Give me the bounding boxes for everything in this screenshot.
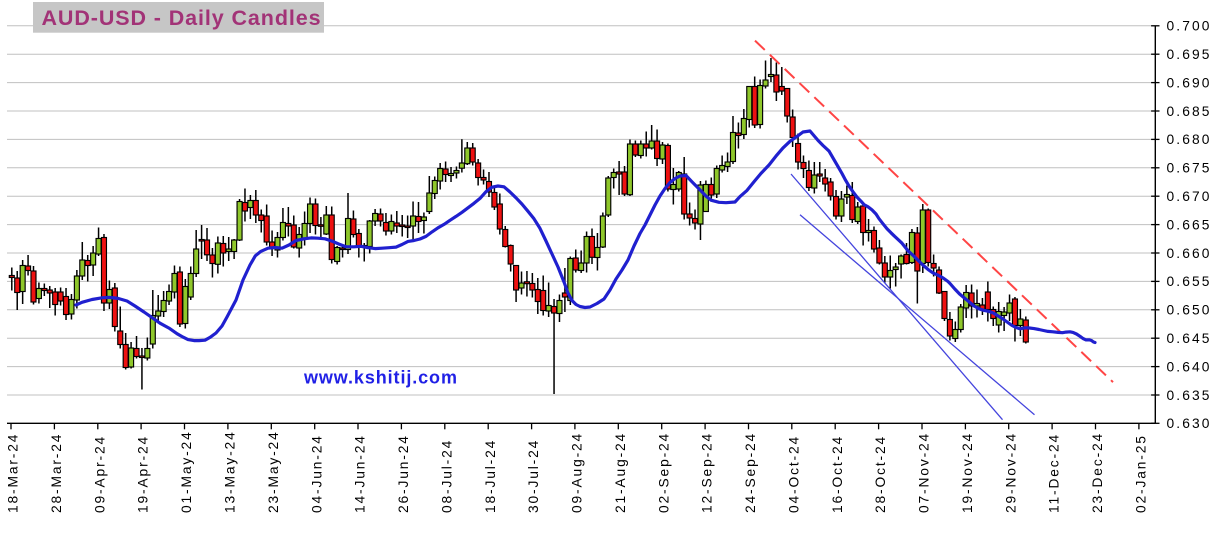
svg-text:04-Oct-24: 04-Oct-24: [786, 435, 801, 513]
svg-text:26-Jun-24: 26-Jun-24: [396, 434, 411, 513]
svg-text:12-Sep-24: 12-Sep-24: [700, 432, 715, 513]
svg-text:04-Jun-24: 04-Jun-24: [309, 434, 324, 513]
svg-text:24-Sep-24: 24-Sep-24: [743, 432, 758, 513]
svg-text:0.665: 0.665: [1167, 217, 1212, 232]
svg-text:0.655: 0.655: [1167, 274, 1212, 289]
svg-text:0.700: 0.700: [1167, 19, 1212, 34]
svg-text:0.690: 0.690: [1167, 75, 1212, 90]
svg-text:0.675: 0.675: [1167, 161, 1212, 176]
svg-text:08-Jul-24: 08-Jul-24: [439, 439, 454, 513]
svg-text:www.kshitij.com: www.kshitij.com: [303, 368, 458, 388]
svg-text:11-Dec-24: 11-Dec-24: [1047, 433, 1062, 513]
svg-text:19-Nov-24: 19-Nov-24: [960, 432, 975, 513]
svg-text:23-May-24: 23-May-24: [266, 430, 281, 513]
svg-text:0.670: 0.670: [1167, 189, 1212, 204]
svg-text:02-Jan-25: 02-Jan-25: [1134, 434, 1149, 513]
svg-text:0.695: 0.695: [1167, 47, 1212, 62]
svg-text:13-May-24: 13-May-24: [223, 430, 238, 513]
svg-text:18-Jul-24: 18-Jul-24: [483, 439, 498, 513]
svg-text:30-Jul-24: 30-Jul-24: [526, 439, 541, 513]
svg-text:02-Sep-24: 02-Sep-24: [656, 432, 671, 513]
svg-text:18-Mar-24: 18-Mar-24: [6, 433, 21, 513]
svg-text:29-Nov-24: 29-Nov-24: [1003, 432, 1018, 513]
svg-text:09-Aug-24: 09-Aug-24: [570, 432, 585, 513]
svg-text:16-Oct-24: 16-Oct-24: [830, 435, 845, 513]
svg-text:0.645: 0.645: [1167, 331, 1212, 346]
svg-text:23-Dec-24: 23-Dec-24: [1090, 432, 1105, 513]
svg-text:01-May-24: 01-May-24: [179, 430, 194, 513]
svg-text:0.650: 0.650: [1167, 303, 1212, 318]
svg-text:0.685: 0.685: [1167, 104, 1212, 119]
svg-text:28-Mar-24: 28-Mar-24: [49, 433, 64, 513]
svg-text:0.680: 0.680: [1167, 132, 1212, 147]
svg-text:0.630: 0.630: [1167, 416, 1212, 431]
svg-text:28-Oct-24: 28-Oct-24: [873, 435, 888, 513]
svg-text:0.660: 0.660: [1167, 246, 1212, 261]
svg-text:19-Apr-24: 19-Apr-24: [136, 435, 151, 513]
svg-text:09-Apr-24: 09-Apr-24: [92, 435, 107, 513]
svg-text:14-Jun-24: 14-Jun-24: [353, 434, 368, 513]
svg-text:21-Aug-24: 21-Aug-24: [613, 432, 628, 513]
svg-text:AUD-USD - Daily Candles: AUD-USD - Daily Candles: [42, 6, 322, 30]
svg-text:0.640: 0.640: [1167, 359, 1212, 374]
svg-text:0.635: 0.635: [1167, 388, 1212, 403]
svg-text:07-Nov-24: 07-Nov-24: [917, 432, 932, 513]
